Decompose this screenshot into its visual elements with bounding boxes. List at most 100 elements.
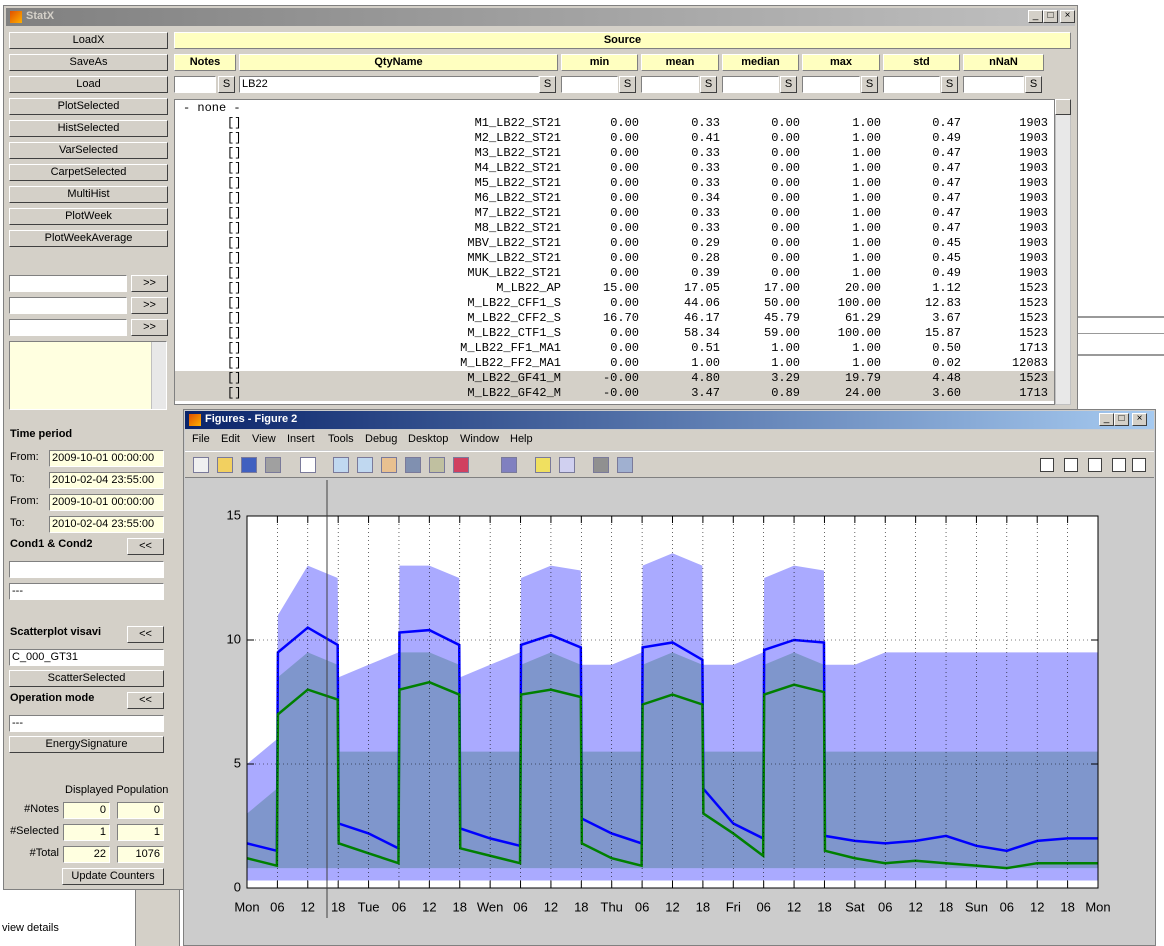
result-row[interactable]: [] M3_LB22_ST21 0.00 0.33 0.00 1.00 0.47 1903 bbox=[175, 146, 1054, 161]
search-button[interactable]: S bbox=[539, 76, 556, 93]
search-button[interactable]: S bbox=[780, 76, 797, 93]
command-button[interactable]: LoadX bbox=[9, 32, 168, 49]
close-button[interactable]: × bbox=[1060, 10, 1075, 23]
command-button[interactable]: SaveAs bbox=[9, 54, 168, 71]
command-button[interactable]: MultiHist bbox=[9, 186, 168, 203]
result-row[interactable]: [] MUK_LB22_ST21 0.00 0.39 0.00 1.00 0.49 1903 bbox=[175, 266, 1054, 281]
tool-icon[interactable] bbox=[265, 457, 281, 473]
scatter-button[interactable]: ScatterSelected bbox=[9, 670, 164, 687]
column-header[interactable]: median bbox=[722, 54, 799, 71]
scroll-up[interactable] bbox=[1055, 99, 1071, 115]
menu-item[interactable]: Help bbox=[510, 433, 533, 445]
tool-icon[interactable] bbox=[593, 457, 609, 473]
result-row[interactable]: [] M_LB22_FF1_MA1 0.00 0.51 1.00 1.00 0.50 1713 bbox=[175, 341, 1054, 356]
result-row[interactable]: [] M_LB22_GF41_M -0.00 4.80 3.29 19.79 4.48 152… bbox=[175, 371, 1054, 386]
tool-icon[interactable] bbox=[300, 457, 316, 473]
text-input[interactable] bbox=[9, 275, 127, 292]
update-button[interactable]: Update Counters bbox=[62, 868, 164, 885]
result-row[interactable]: [] M7_LB22_ST21 0.00 0.33 0.00 1.00 0.47 1903 bbox=[175, 206, 1054, 221]
layout-icon[interactable] bbox=[1064, 458, 1078, 472]
tool-icon[interactable] bbox=[217, 457, 233, 473]
scrollbar[interactable] bbox=[151, 342, 166, 409]
more-button[interactable]: >> bbox=[131, 275, 168, 292]
result-row[interactable]: [] M1_LB22_ST21 0.00 0.33 0.00 1.00 0.47 1903 bbox=[175, 116, 1054, 131]
command-button[interactable]: VarSelected bbox=[9, 142, 168, 159]
date-input[interactable]: 2010-02-04 23:55:00 bbox=[49, 516, 164, 533]
date-input[interactable]: 2009-10-01 00:00:00 bbox=[49, 450, 164, 467]
value-filter[interactable] bbox=[641, 76, 699, 93]
tool-icon[interactable] bbox=[241, 457, 257, 473]
menu-item[interactable]: Tools bbox=[328, 433, 354, 445]
column-header[interactable]: QtyName bbox=[239, 54, 558, 71]
value-filter[interactable] bbox=[883, 76, 940, 93]
name-filter[interactable]: LB22 bbox=[239, 76, 539, 93]
result-row[interactable]: [] M_LB22_CFF2_S 16.70 46.17 45.79 61.29 3.67 1… bbox=[175, 311, 1054, 326]
result-row[interactable]: [] M8_LB22_ST21 0.00 0.33 0.00 1.00 0.47 1903 bbox=[175, 221, 1054, 236]
layout-icon[interactable] bbox=[1088, 458, 1102, 472]
search-button[interactable]: S bbox=[700, 76, 717, 93]
menu-item[interactable]: View bbox=[252, 433, 276, 445]
value-filter[interactable] bbox=[561, 76, 618, 93]
value-filter[interactable] bbox=[802, 76, 860, 93]
tool-icon[interactable] bbox=[405, 457, 421, 473]
notes-filter[interactable] bbox=[174, 76, 216, 93]
menu-item[interactable]: File bbox=[192, 433, 210, 445]
back-button[interactable]: << bbox=[127, 538, 164, 555]
search-button[interactable]: S bbox=[941, 76, 958, 93]
column-header[interactable]: mean bbox=[641, 54, 719, 71]
more-button[interactable]: >> bbox=[131, 297, 168, 314]
menu-item[interactable]: Debug bbox=[365, 433, 398, 445]
date-input[interactable]: 2009-10-01 00:00:00 bbox=[49, 494, 164, 511]
tool-icon[interactable] bbox=[381, 457, 397, 473]
minimize-button[interactable]: _ bbox=[1099, 413, 1114, 426]
command-button[interactable]: PlotWeekAverage bbox=[9, 230, 168, 247]
result-row[interactable]: [] M_LB22_CFF1_S 0.00 44.06 50.00 100.00 12.83… bbox=[175, 296, 1054, 311]
value-filter[interactable] bbox=[963, 76, 1024, 93]
close-button[interactable]: × bbox=[1132, 413, 1147, 426]
back-button[interactable]: << bbox=[127, 692, 164, 709]
column-header[interactable]: nNaN bbox=[963, 54, 1044, 71]
layout-icon[interactable] bbox=[1112, 458, 1126, 472]
tool-icon[interactable] bbox=[559, 457, 575, 473]
tool-icon[interactable] bbox=[357, 457, 373, 473]
command-button[interactable]: CarpetSelected bbox=[9, 164, 168, 181]
back-button[interactable]: << bbox=[127, 626, 164, 643]
result-row[interactable]: [] M6_LB22_ST21 0.00 0.34 0.00 1.00 0.47 1903 bbox=[175, 191, 1054, 206]
result-row[interactable]: [] MMK_LB22_ST21 0.00 0.28 0.00 1.00 0.45 1903 bbox=[175, 251, 1054, 266]
tool-icon[interactable] bbox=[617, 457, 633, 473]
operation-input[interactable]: --- bbox=[9, 715, 164, 732]
view-details-link[interactable]: view details bbox=[2, 922, 59, 934]
result-row[interactable]: [] M_LB22_AP 15.00 17.05 17.00 20.00 1.12 1523 bbox=[175, 281, 1054, 296]
result-row[interactable]: [] M_LB22_FF2_MA1 0.00 1.00 1.00 1.00 0.02 1208… bbox=[175, 356, 1054, 371]
menu-item[interactable]: Desktop bbox=[408, 433, 449, 445]
cond-input[interactable]: --- bbox=[9, 583, 164, 600]
result-row[interactable]: [] M5_LB22_ST21 0.00 0.33 0.00 1.00 0.47 1903 bbox=[175, 176, 1054, 191]
search-button[interactable]: S bbox=[218, 76, 235, 93]
result-row[interactable]: [] M_LB22_CTF1_S 0.00 58.34 59.00 100.00 15.87… bbox=[175, 326, 1054, 341]
none-row[interactable]: - none - bbox=[175, 101, 1054, 116]
menu-item[interactable]: Insert bbox=[287, 433, 315, 445]
search-button[interactable]: S bbox=[861, 76, 878, 93]
layout-icon[interactable] bbox=[1132, 458, 1146, 472]
tool-icon[interactable] bbox=[429, 457, 445, 473]
tool-icon[interactable] bbox=[453, 457, 469, 473]
search-button[interactable]: S bbox=[1025, 76, 1042, 93]
command-button[interactable]: PlotWeek bbox=[9, 208, 168, 225]
text-input[interactable] bbox=[9, 319, 127, 336]
scatter-input[interactable]: C_000_GT31 bbox=[9, 649, 164, 666]
command-button[interactable]: HistSelected bbox=[9, 120, 168, 137]
command-button[interactable]: Load bbox=[9, 76, 168, 93]
layout-icon[interactable] bbox=[1040, 458, 1054, 472]
search-button[interactable]: S bbox=[619, 76, 636, 93]
tool-icon[interactable] bbox=[535, 457, 551, 473]
result-row[interactable]: [] M_LB22_GF42_M -0.00 3.47 0.89 24.00 3.60 171… bbox=[175, 386, 1054, 401]
more-button[interactable]: >> bbox=[131, 319, 168, 336]
result-row[interactable]: [] M2_LB22_ST21 0.00 0.41 0.00 1.00 0.49 1903 bbox=[175, 131, 1054, 146]
maximize-button[interactable]: □ bbox=[1114, 413, 1129, 426]
column-header[interactable]: Notes bbox=[174, 54, 236, 71]
tool-icon[interactable] bbox=[333, 457, 349, 473]
minimize-button[interactable]: _ bbox=[1028, 10, 1043, 23]
maximize-button[interactable]: □ bbox=[1043, 10, 1058, 23]
command-button[interactable]: PlotSelected bbox=[9, 98, 168, 115]
result-row[interactable]: [] M4_LB22_ST21 0.00 0.33 0.00 1.00 0.47 1903 bbox=[175, 161, 1054, 176]
